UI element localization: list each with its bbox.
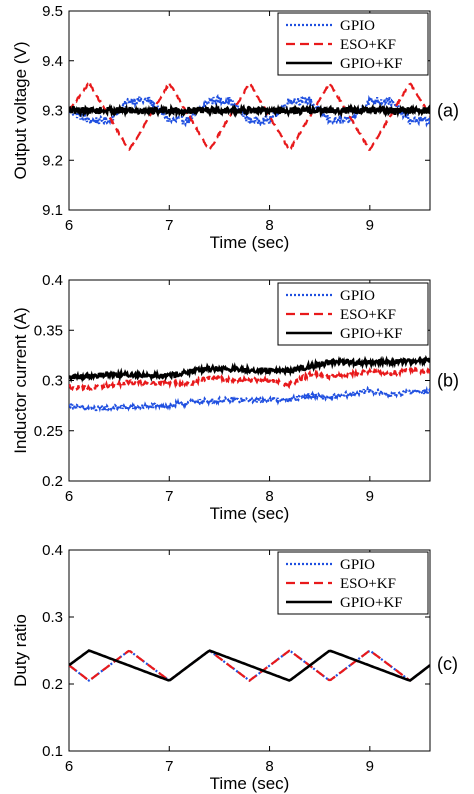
- series-line-eso-kf: [69, 649, 430, 682]
- y-tick-label: 0.4: [42, 272, 63, 289]
- y-tick-label: 9.1: [42, 202, 63, 219]
- series-line-eso-kf: [69, 364, 430, 394]
- y-axis-label: Inductor current (A): [11, 307, 30, 453]
- legend-label: GPIO+KF: [340, 326, 403, 342]
- legend-label: GPIO: [340, 18, 375, 34]
- x-tick-label: 7: [165, 488, 173, 505]
- x-tick-label: 9: [366, 217, 374, 234]
- x-axis-label: Time (sec): [210, 774, 290, 793]
- y-axis-label: Output voltage (V): [11, 42, 30, 180]
- x-tick-label: 7: [165, 758, 173, 775]
- series-line-gpio-kf: [69, 649, 430, 682]
- y-tick-label: 9.5: [42, 3, 63, 20]
- y-tick-label: 0.1: [42, 743, 63, 760]
- y-tick-label: 9.3: [42, 103, 63, 120]
- y-tick-label: 0.2: [42, 473, 63, 490]
- legend-label: GPIO+KF: [340, 595, 403, 611]
- x-tick-label: 8: [265, 758, 273, 775]
- x-tick-label: 8: [265, 488, 273, 505]
- x-tick-label: 9: [366, 488, 374, 505]
- y-tick-label: 0.4: [42, 542, 63, 559]
- series-line-gpio: [69, 93, 430, 128]
- panel-label: (b): [437, 371, 459, 391]
- x-tick-label: 8: [265, 217, 273, 234]
- y-tick-label: 9.2: [42, 152, 63, 169]
- legend-label: ESO+KF: [340, 37, 396, 53]
- x-tick-label: 7: [165, 217, 173, 234]
- y-tick-label: 9.4: [42, 53, 63, 70]
- x-tick-label: 9: [366, 758, 374, 775]
- panel-label: (a): [437, 101, 459, 121]
- x-axis-label: Time (sec): [210, 504, 290, 523]
- series-line-gpio: [69, 385, 430, 413]
- x-tick-label: 6: [65, 758, 73, 775]
- legend-label: ESO+KF: [340, 576, 396, 592]
- y-tick-label: 0.2: [42, 676, 63, 693]
- legend-label: ESO+KF: [340, 307, 396, 323]
- panel-3: 6 7 8 9 0.1 0.2 0.3 0.4 GPIO ESO+KF GPIO+KF Time (s…: [11, 542, 458, 793]
- panel-1: 6 7 8 9 9.1 9.2 9.3 9.4 9.5 GPIO ESO+KF GPIO+KF Time…: [11, 3, 459, 252]
- x-axis-label: Time (sec): [210, 233, 290, 252]
- legend-label: GPIO+KF: [340, 56, 403, 72]
- y-tick-label: 0.3: [42, 609, 63, 626]
- y-tick-label: 0.35: [34, 322, 63, 339]
- panel-label: (c): [437, 654, 458, 674]
- legend-label: GPIO: [340, 288, 375, 304]
- y-tick-label: 0.3: [42, 373, 63, 390]
- y-axis-label: Duty ratio: [11, 614, 30, 687]
- x-tick-label: 6: [65, 488, 73, 505]
- series-line-eso-kf: [69, 79, 430, 153]
- legend-label: GPIO: [340, 557, 375, 573]
- panel-2: 6 7 8 9 0.2 0.25 0.3 0.35 0.4 GPIO ESO+KF GPIO+KF Ti…: [11, 272, 459, 523]
- series-line-gpio-kf: [69, 102, 430, 119]
- series-line-gpio-kf: [69, 355, 430, 384]
- x-tick-label: 6: [65, 217, 73, 234]
- y-tick-label: 0.25: [34, 423, 63, 440]
